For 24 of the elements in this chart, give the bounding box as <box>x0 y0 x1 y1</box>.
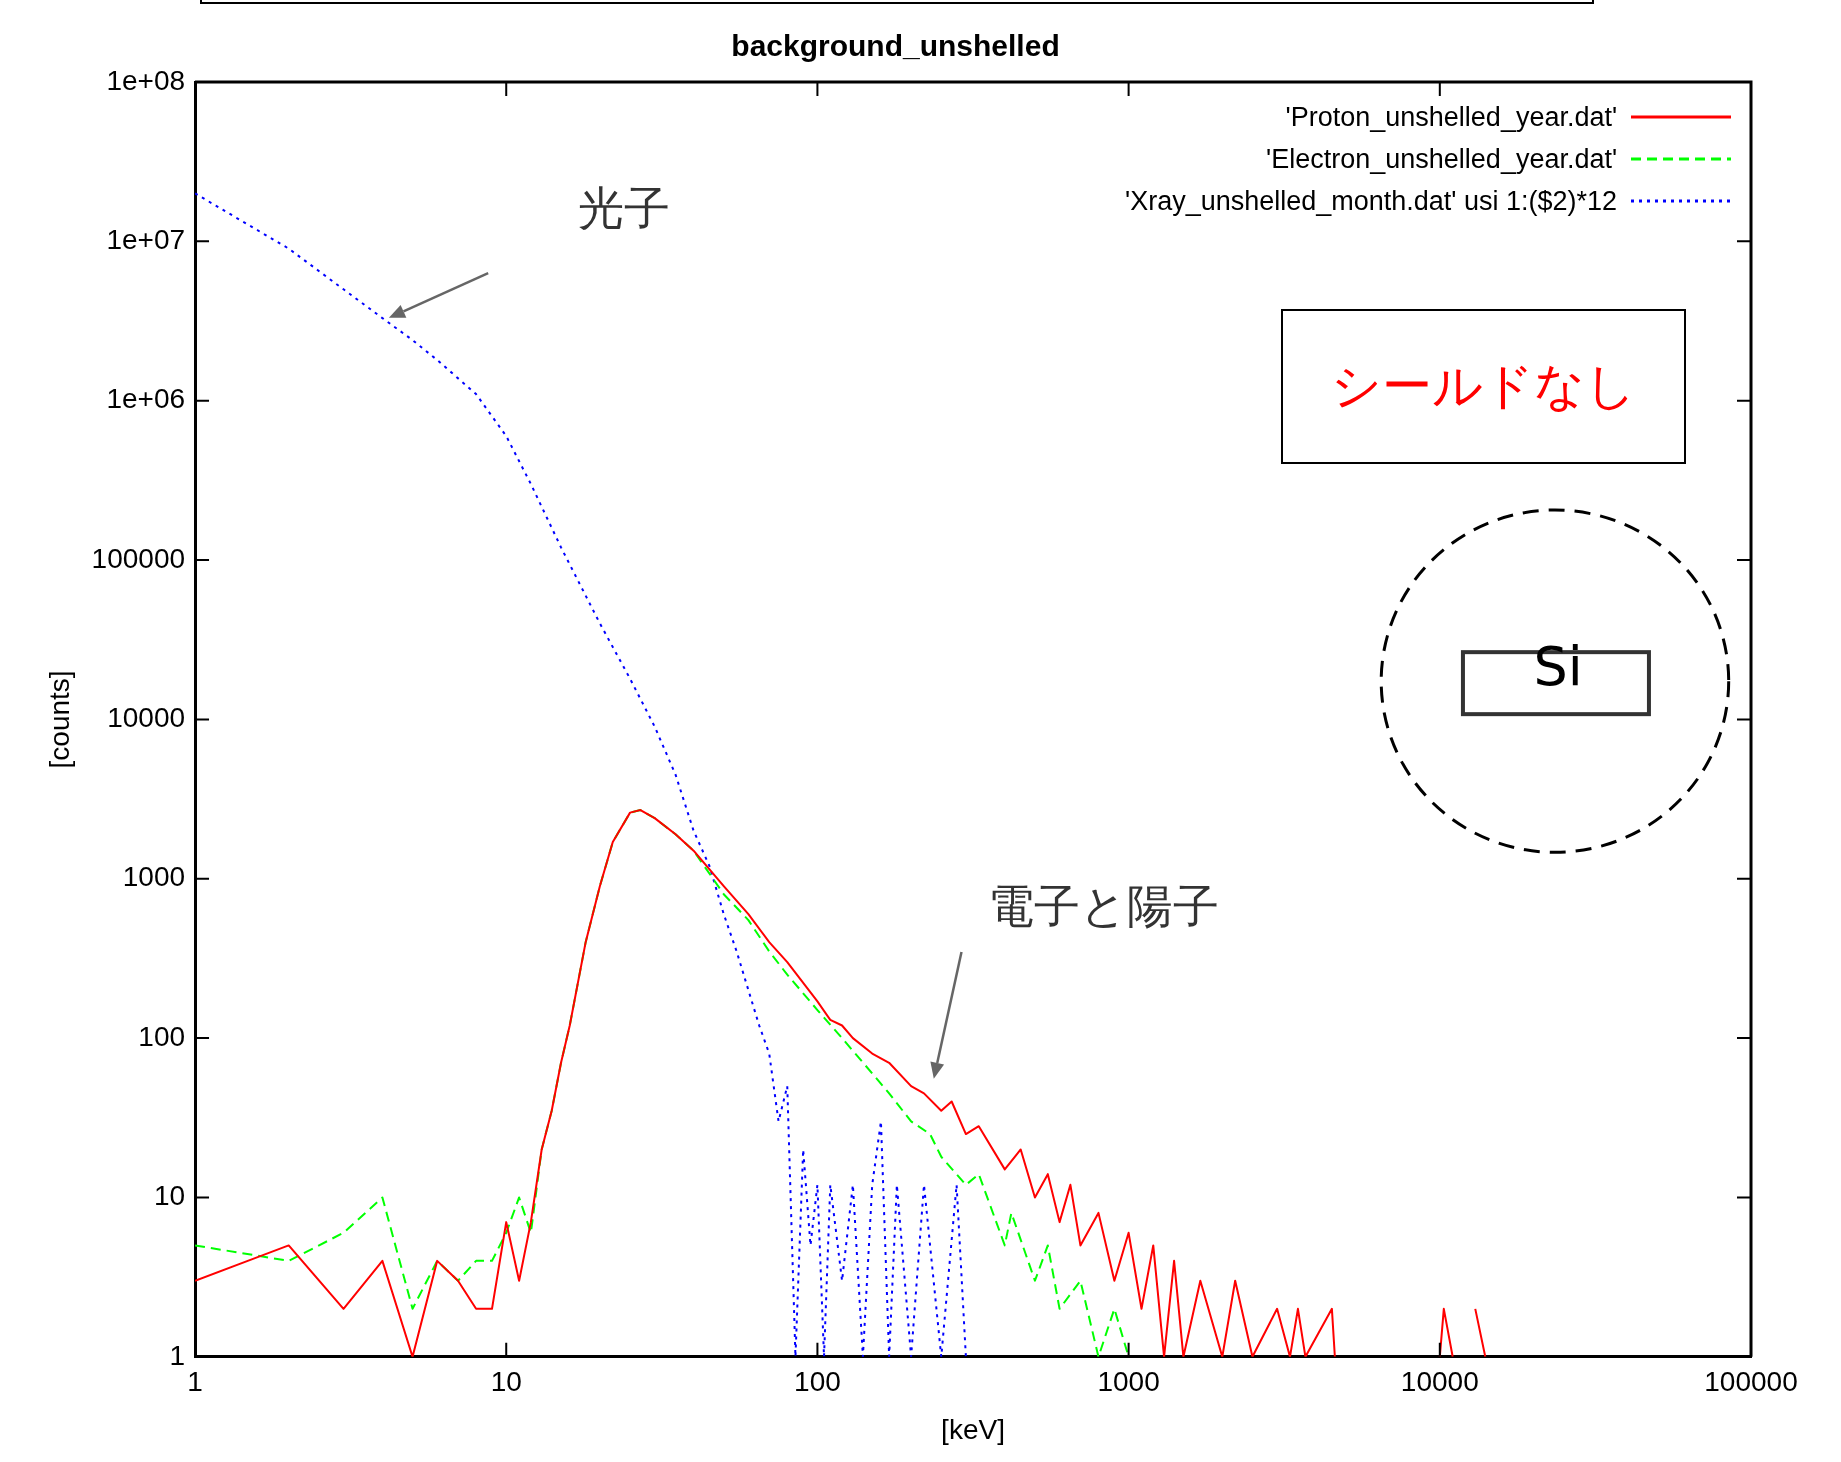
annotation: 電子と陽子 <box>988 878 1220 936</box>
x-tick-label: 100 <box>794 1366 841 1398</box>
annotation: シールドなし <box>1280 308 1686 464</box>
y-tick-label: 1e+07 <box>106 224 186 256</box>
y-tick-label: 10000 <box>107 702 186 734</box>
annotation: Si <box>1533 635 1583 699</box>
y-tick-label: 10 <box>153 1180 186 1212</box>
x-tick-label: 10 <box>490 1366 522 1398</box>
y-tick-label: 1 <box>169 1339 186 1371</box>
annotation: 光子 <box>578 180 671 238</box>
x-tick-label: 1000 <box>1097 1366 1160 1398</box>
x-tick-label: 100000 <box>1704 1366 1798 1398</box>
y-tick-label: 1000 <box>122 861 186 893</box>
y-tick-label: 1e+06 <box>106 383 186 415</box>
legend-label: 'Xray_unshelled_month.dat' usi 1:($2)*12 <box>1125 185 1618 217</box>
legend-label: 'Proton_unshelled_year.dat' <box>1285 101 1618 133</box>
legend-label: 'Electron_unshelled_year.dat' <box>1266 143 1618 175</box>
y-tick-label: 100 <box>138 1020 186 1052</box>
y-tick-label: 100000 <box>91 542 186 574</box>
y-tick-label: 1e+08 <box>106 64 186 96</box>
y-axis-title: [counts] <box>43 670 75 769</box>
x-axis-title: [keV] <box>941 1413 1005 1445</box>
x-tick-label: 10000 <box>1400 1366 1479 1398</box>
chart-title: background_unshelled <box>731 29 1060 63</box>
